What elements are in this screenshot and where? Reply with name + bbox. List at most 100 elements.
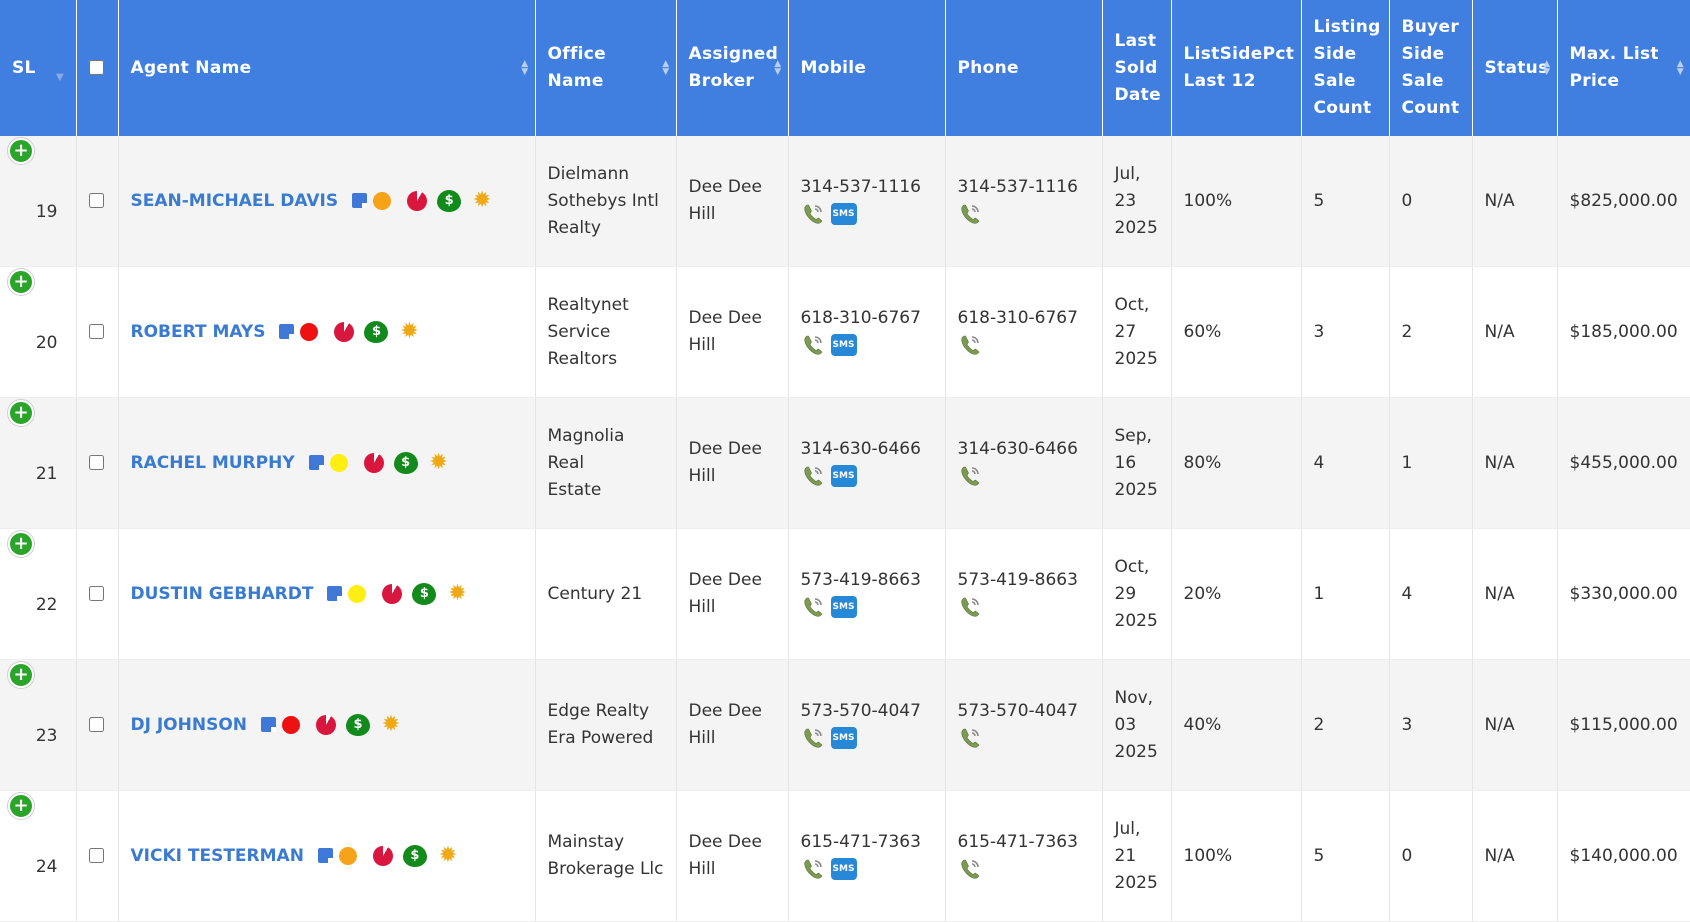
row-checkbox[interactable] [88,717,104,732]
sun-icon[interactable]: ✹ [448,580,467,606]
col-select [76,0,119,136]
call-icon[interactable] [958,202,982,226]
call-icon[interactable] [801,333,825,357]
call-icon[interactable] [958,333,982,357]
dollar-icon[interactable]: $ [402,844,427,867]
agent-name-link[interactable]: DUSTIN GEBHARDT [130,583,314,604]
note-icon[interactable] [352,193,368,208]
dollar-icon[interactable]: $ [437,189,462,212]
col-listing-side-sale-count: Listing Side Sale Count [1301,0,1390,136]
col-mobile: Mobile [788,0,946,136]
expand-row-icon[interactable]: + [8,531,34,557]
broker-cell: Dee Dee Hill [676,397,789,529]
listing-count-cell: 5 [1301,790,1390,922]
col-last-sold-date: Last Sold Date [1102,0,1172,136]
listside-pct-cell: 100% [1171,790,1302,922]
row-checkbox[interactable] [88,848,104,863]
sort-icon[interactable]: ▲ ▼ [521,59,529,77]
dollar-icon[interactable]: $ [364,320,389,343]
sl-cell: +19 [0,136,77,267]
pie-chart-icon[interactable] [363,452,384,473]
mobile-number: 615-471-7363 [800,832,921,852]
sms-icon[interactable]: SMS [830,465,857,487]
sun-icon[interactable]: ✹ [381,711,401,737]
sun-icon[interactable]: ✹ [400,318,419,344]
agent-name-link[interactable]: SEAN-MICHAEL DAVIS [130,190,339,211]
row-checkbox[interactable] [88,586,104,601]
buyer-count-cell: 0 [1389,136,1473,267]
sort-icon[interactable]: ▲ ▼ [774,59,782,77]
buyer-count-cell: 3 [1389,659,1473,791]
sun-icon[interactable]: ✹ [438,842,458,868]
row-checkbox[interactable] [88,324,104,339]
sort-icon[interactable]: ▲ ▼ [1676,59,1684,77]
office-cell: Edge Realty Era Powered [535,659,677,791]
call-icon[interactable] [958,595,982,619]
broker-cell: Dee Dee Hill [676,266,789,398]
call-icon[interactable] [958,464,982,488]
sort-desc-icon[interactable]: ▼ [56,72,64,83]
pie-chart-icon[interactable] [334,321,355,342]
note-icon[interactable] [279,324,295,339]
row-checkbox[interactable] [88,455,104,470]
col-listside-pct: ListSidePct Last 12 [1171,0,1302,136]
mobile-number: 314-630-6466 [800,439,921,459]
agent-name-link[interactable]: RACHEL MURPHY [130,452,295,473]
agent-name-link[interactable]: VICKI TESTERMAN [130,845,304,866]
col-sl[interactable]: SL ▼ [0,0,77,136]
sms-icon[interactable]: SMS [830,596,857,618]
pie-chart-icon[interactable] [316,714,337,735]
select-cell [76,266,119,398]
agent-cell: ROBERT MAYS $ ✹ [118,266,536,398]
last-sold-date-cell: Sep, 16 2025 [1102,397,1172,529]
pie-chart-icon[interactable] [372,845,393,866]
status-dot-icon [338,846,357,865]
buyer-count-cell: 0 [1389,790,1473,922]
sms-icon[interactable]: SMS [830,858,857,880]
dollar-icon[interactable]: $ [346,713,371,736]
col-status[interactable]: Status ▲ ▼ [1472,0,1558,136]
note-icon[interactable] [317,848,333,863]
sort-icon[interactable]: ▲ ▼ [1543,59,1551,77]
expand-row-icon[interactable]: + [8,793,34,819]
call-icon[interactable] [801,464,825,488]
col-assigned-broker[interactable]: Assigned Broker ▲ ▼ [676,0,789,136]
office-cell: Century 21 [535,528,677,660]
select-cell [76,528,119,660]
call-icon[interactable] [801,857,825,881]
sms-icon[interactable]: SMS [830,727,857,749]
pie-chart-icon[interactable] [382,583,403,604]
call-icon[interactable] [801,202,825,226]
expand-row-icon[interactable]: + [8,400,34,426]
status-dot-icon [282,715,301,734]
call-icon[interactable] [958,726,982,750]
expand-row-icon[interactable]: + [8,662,34,688]
mobile-cell: 573-419-8663 SMS [788,528,946,660]
col-max-list-price[interactable]: Max. List Price ▲ ▼ [1557,0,1690,136]
expand-row-icon[interactable]: + [8,269,34,295]
note-icon[interactable] [261,717,277,732]
agent-name-link[interactable]: ROBERT MAYS [130,321,266,342]
note-icon[interactable] [308,455,324,470]
office-cell: Dielmann Sothebys Intl Realty [535,136,677,267]
select-all-checkbox[interactable] [88,60,104,75]
col-office-name[interactable]: Office Name ▲ ▼ [535,0,677,136]
expand-row-icon[interactable]: + [8,138,34,164]
sun-icon[interactable]: ✹ [472,187,492,213]
agent-name-link[interactable]: DJ JOHNSON [130,714,248,735]
dollar-icon[interactable]: $ [393,451,418,474]
dollar-icon[interactable]: $ [412,582,437,605]
sms-icon[interactable]: SMS [830,334,857,356]
listside-pct-cell: 60% [1171,266,1302,398]
sun-icon[interactable]: ✹ [429,449,448,475]
call-icon[interactable] [801,726,825,750]
call-icon[interactable] [801,595,825,619]
pie-chart-icon[interactable] [407,190,428,211]
col-agent-name[interactable]: Agent Name ▲ ▼ [118,0,536,136]
sort-icon[interactable]: ▲ ▼ [662,59,670,77]
row-checkbox[interactable] [88,193,104,208]
sl-cell: +22 [0,528,77,660]
call-icon[interactable] [958,857,982,881]
sms-icon[interactable]: SMS [830,203,857,225]
note-icon[interactable] [327,586,343,601]
